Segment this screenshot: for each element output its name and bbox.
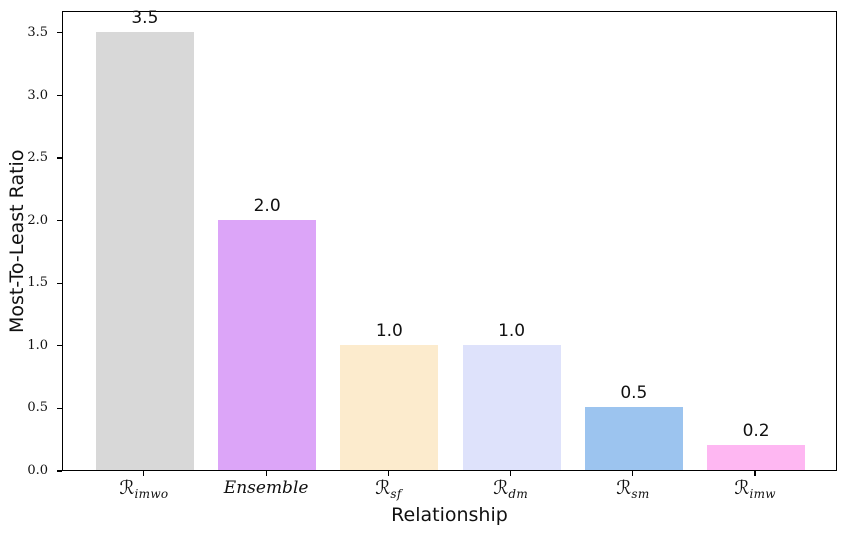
x-tick-mark [265,471,267,476]
category-subscript: dm [508,487,529,501]
bar [340,344,439,470]
x-tick-label: ℛsf [375,477,401,505]
y-tick-label: 3.0 [27,87,48,103]
script-r-symbol: ℛ [119,477,135,499]
y-tick-mark [57,282,62,284]
y-tick-label: 2.0 [27,212,48,228]
script-r-symbol: ℛ [493,477,509,499]
bar-value-label: 3.5 [131,7,159,28]
x-tick-mark [387,471,389,476]
plot-area: 3.5 2.0 1.0 1.0 0.5 0.2 [62,7,837,471]
bar-value-label: 0.2 [742,420,770,441]
y-tick-mark [57,157,62,159]
bar [96,31,194,470]
bar-value-label: 2.0 [253,195,281,216]
y-tick-mark [57,345,62,347]
x-tick-label: ℛimw [734,477,776,505]
y-tick-label: 0.0 [27,463,48,478]
x-tick-label: ℛdm [493,477,528,505]
x-tick-label: ℛsm [616,477,649,505]
bar-value-label: 0.5 [620,383,648,404]
category-subscript: imw [749,487,776,501]
bar [707,444,805,470]
y-tick-label: 0.5 [27,400,48,416]
bar [218,219,317,470]
y-tick-label: 2.5 [27,150,48,166]
category-subscript: sf [390,487,402,501]
category-name: Ensemble [223,478,309,498]
x-axis-label: Relationship [391,504,508,526]
bar [584,407,683,470]
script-r-symbol: ℛ [375,477,391,499]
script-r-symbol: ℛ [616,477,632,499]
y-tick-mark [57,470,62,472]
y-tick-mark [57,407,62,409]
y-tick-mark [57,32,62,34]
x-tick-mark [754,471,756,476]
y-axis-ticks: 0.0 0.5 1.0 1.5 2.0 2.5 3.0 3.5 [0,11,55,478]
x-tick-mark [632,471,634,476]
category-subscript: imwo [134,487,169,501]
y-tick-label: 1.0 [27,337,48,353]
x-tick-label: Ensemble [224,477,309,499]
x-tick-label: ℛimwo [119,477,168,505]
script-r-symbol: ℛ [734,477,750,499]
y-tick-mark [57,94,62,97]
y-tick-label: 1.5 [27,275,48,291]
y-tick-mark [57,220,62,222]
x-tick-mark [510,471,512,476]
x-tick-mark [143,471,145,476]
bar-value-label: 1.0 [375,320,403,341]
y-tick-label: 3.5 [27,24,48,40]
category-subscript: sm [631,487,650,501]
bar-value-label: 1.0 [498,320,526,341]
bar [462,344,561,470]
